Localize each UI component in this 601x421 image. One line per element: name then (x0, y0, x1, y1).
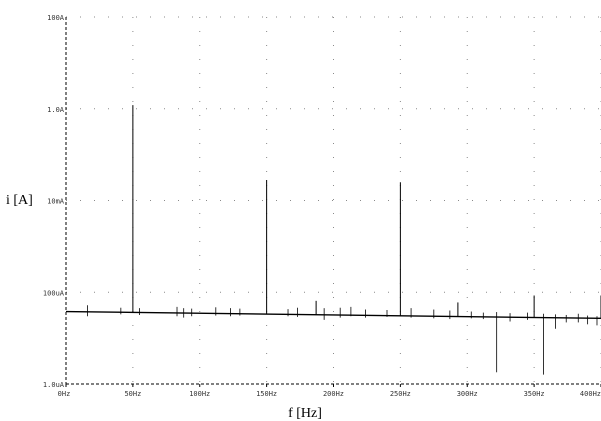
x-axis-title: f [Hz] (288, 406, 322, 421)
x-tick-label: 250Hz (390, 390, 411, 398)
baseline-trace (65, 310, 601, 320)
x-tick-label: 350Hz (524, 390, 545, 398)
y-axis-title: i [A] (6, 193, 33, 208)
y-tick-label: 100A (47, 14, 65, 22)
x-tick-label: 300Hz (457, 390, 478, 398)
x-tick-label: 50Hz (124, 390, 141, 398)
plot-frame (66, 17, 601, 384)
y-tick-label: 1.0A (47, 106, 65, 114)
x-tick-label: 150Hz (256, 390, 277, 398)
x-tick-label: 100Hz (189, 390, 210, 398)
y-axis-ticks: 1.0uA 100uA 10mA 1.0A 100A (43, 14, 65, 389)
spectrum-trace (65, 105, 601, 375)
grid-lines (65, 16, 601, 385)
y-tick-label: 100uA (43, 289, 65, 297)
x-axis-ticks: 0Hz 50Hz 100Hz 150Hz 200Hz 250Hz 300Hz 350Hz 400… (58, 384, 601, 398)
y-tick-label: 1.0uA (43, 381, 65, 389)
x-tick-label: 200Hz (323, 390, 344, 398)
x-tick-label: 0Hz (58, 390, 71, 398)
y-tick-label: 10mA (47, 198, 65, 206)
x-tick-label: 400Hz (580, 390, 601, 398)
